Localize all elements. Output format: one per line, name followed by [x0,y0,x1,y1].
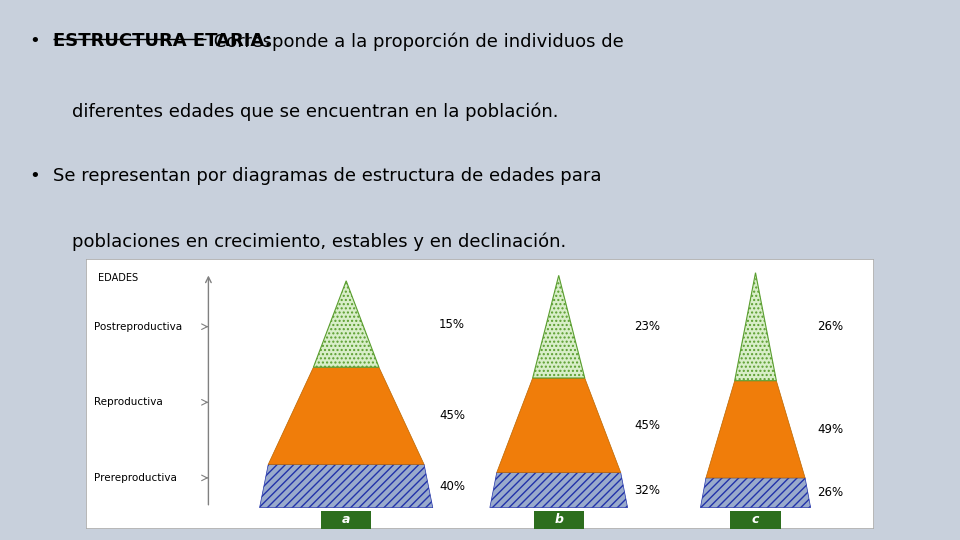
Polygon shape [259,464,433,508]
Text: Corresponde a la proporción de individuos de: Corresponde a la proporción de individuo… [208,32,624,51]
Polygon shape [706,381,805,478]
Text: 45%: 45% [634,418,660,432]
Text: 15%: 15% [439,318,465,330]
Text: a: a [342,513,350,526]
Text: diferentes edades que se encuentran en la población.: diferentes edades que se encuentran en l… [72,103,559,121]
Text: 32%: 32% [634,483,660,497]
Text: poblaciones en crecimiento, estables y en declinación.: poblaciones en crecimiento, estables y e… [72,232,566,251]
Polygon shape [490,472,628,508]
Polygon shape [701,478,810,508]
Text: 40%: 40% [439,480,465,492]
Text: 49%: 49% [817,423,843,436]
Text: 23%: 23% [634,320,660,333]
Text: 26%: 26% [817,486,843,500]
Text: b: b [554,513,564,526]
Text: EDADES: EDADES [98,273,138,283]
Text: Reproductiva: Reproductiva [94,397,163,407]
Text: 45%: 45% [439,409,465,422]
Polygon shape [314,281,379,367]
Text: Postreproductiva: Postreproductiva [94,322,182,332]
Polygon shape [734,273,777,381]
Polygon shape [496,378,621,472]
Text: •: • [29,167,39,185]
Text: Prereproductiva: Prereproductiva [94,473,178,483]
Text: •: • [29,32,39,50]
FancyBboxPatch shape [321,511,372,529]
FancyBboxPatch shape [731,511,780,529]
FancyBboxPatch shape [534,511,584,529]
Polygon shape [268,367,424,464]
Polygon shape [533,275,585,378]
Text: Se representan por diagramas de estructura de edades para: Se representan por diagramas de estructu… [53,167,601,185]
Text: ESTRUCTURA ETARIA:: ESTRUCTURA ETARIA: [53,32,272,50]
Text: c: c [752,513,759,526]
Text: 26%: 26% [817,320,843,333]
